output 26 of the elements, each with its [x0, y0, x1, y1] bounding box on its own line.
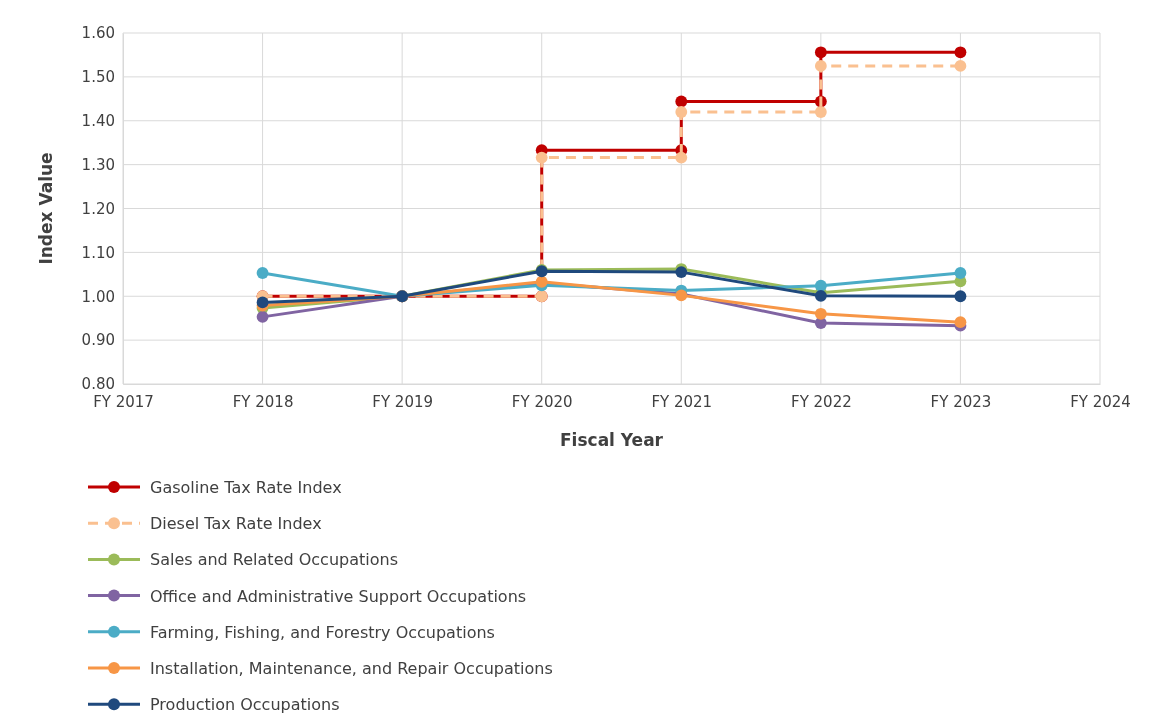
x-tick-label: FY 2024 — [1070, 392, 1131, 411]
y-tick-label: 1.50 — [81, 68, 115, 87]
y-tick-label: 1.10 — [81, 243, 115, 262]
legend-label: Diesel Tax Rate Index — [150, 514, 322, 534]
y-tick-label: 0.80 — [81, 375, 115, 394]
x-tick-label: FY 2017 — [93, 392, 154, 411]
legend-label: Farming, Fishing, and Forestry Occupations — [150, 622, 495, 642]
legend-label: Gasoline Tax Rate Index — [150, 478, 342, 497]
legend-label: Sales and Related Occupations — [150, 550, 398, 570]
y-axis-title: Index Value — [36, 152, 56, 265]
x-tick-label: FY 2022 — [790, 392, 852, 411]
y-tick-label: 1.40 — [81, 112, 115, 131]
y-tick-label: 1.60 — [81, 24, 115, 43]
legend-label: Installation, Maintenance, and Repair Occupations — [150, 659, 553, 678]
y-tick-label: 1.00 — [81, 287, 115, 306]
x-tick-label: FY 2020 — [511, 392, 573, 411]
x-tick-label: FY 2019 — [372, 392, 434, 411]
x-tick-label: FY 2021 — [651, 392, 713, 411]
legend-label: Production Occupations — [150, 695, 340, 715]
y-tick-label: 1.20 — [81, 199, 115, 218]
x-tick-label: FY 2018 — [232, 392, 294, 411]
x-axis-title: Fiscal Year — [560, 430, 664, 450]
y-tick-label: 1.30 — [81, 155, 115, 174]
y-tick-label: 0.90 — [81, 331, 115, 350]
legend-label: Office and Administrative Support Occupations — [150, 586, 527, 606]
x-tick-label: FY 2023 — [930, 392, 992, 411]
